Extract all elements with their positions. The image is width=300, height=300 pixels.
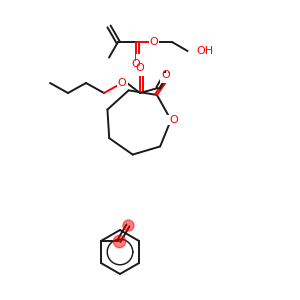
Bar: [160, 74, 172, 83]
Bar: [149, 37, 159, 47]
Bar: [190, 46, 206, 56]
Text: O: O: [136, 63, 144, 73]
Text: O: O: [161, 70, 170, 80]
Text: O: O: [132, 59, 140, 69]
Text: OH: OH: [196, 46, 214, 56]
Text: O: O: [169, 115, 178, 125]
Text: O: O: [118, 78, 126, 88]
Text: O: O: [150, 37, 158, 47]
Bar: [134, 66, 146, 76]
Bar: [165, 115, 177, 125]
Bar: [116, 78, 128, 88]
Bar: [136, 54, 146, 64]
